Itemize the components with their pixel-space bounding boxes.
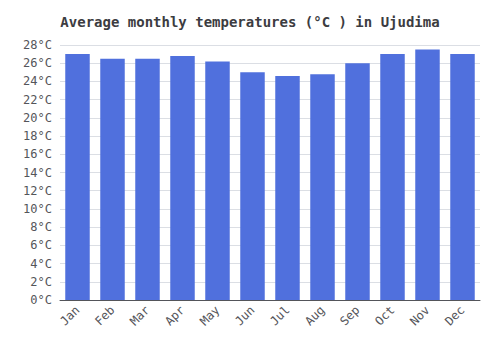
svg-text:Dec: Dec	[442, 303, 467, 328]
svg-text:14°C: 14°C	[23, 166, 52, 180]
svg-text:Apr: Apr	[162, 303, 187, 328]
svg-text:Jan: Jan	[57, 303, 82, 328]
svg-text:26°C: 26°C	[23, 56, 52, 70]
svg-text:20°C: 20°C	[23, 111, 52, 125]
svg-text:Jul: Jul	[267, 303, 292, 328]
svg-text:16°C: 16°C	[23, 147, 52, 161]
svg-text:Feb: Feb	[92, 303, 117, 328]
svg-text:2°C: 2°C	[30, 275, 52, 289]
svg-text:12°C: 12°C	[23, 184, 52, 198]
svg-text:Jun: Jun	[232, 303, 257, 328]
svg-text:Mar: Mar	[127, 303, 152, 328]
svg-text:Oct: Oct	[372, 303, 397, 328]
svg-text:Average monthly temperatures (: Average monthly temperatures (°C ) in Uj…	[60, 14, 439, 30]
svg-text:18°C: 18°C	[23, 129, 52, 143]
svg-text:8°C: 8°C	[30, 220, 52, 234]
svg-text:22°C: 22°C	[23, 93, 52, 107]
svg-text:28°C: 28°C	[23, 38, 52, 52]
svg-text:May: May	[197, 303, 222, 328]
svg-text:10°C: 10°C	[23, 202, 52, 216]
svg-text:Aug: Aug	[302, 303, 327, 328]
svg-text:6°C: 6°C	[30, 238, 52, 252]
svg-text:Nov: Nov	[407, 303, 432, 328]
svg-text:4°C: 4°C	[30, 257, 52, 271]
svg-text:0°C: 0°C	[30, 293, 52, 307]
svg-text:24°C: 24°C	[23, 74, 52, 88]
svg-text:Sep: Sep	[337, 303, 362, 328]
